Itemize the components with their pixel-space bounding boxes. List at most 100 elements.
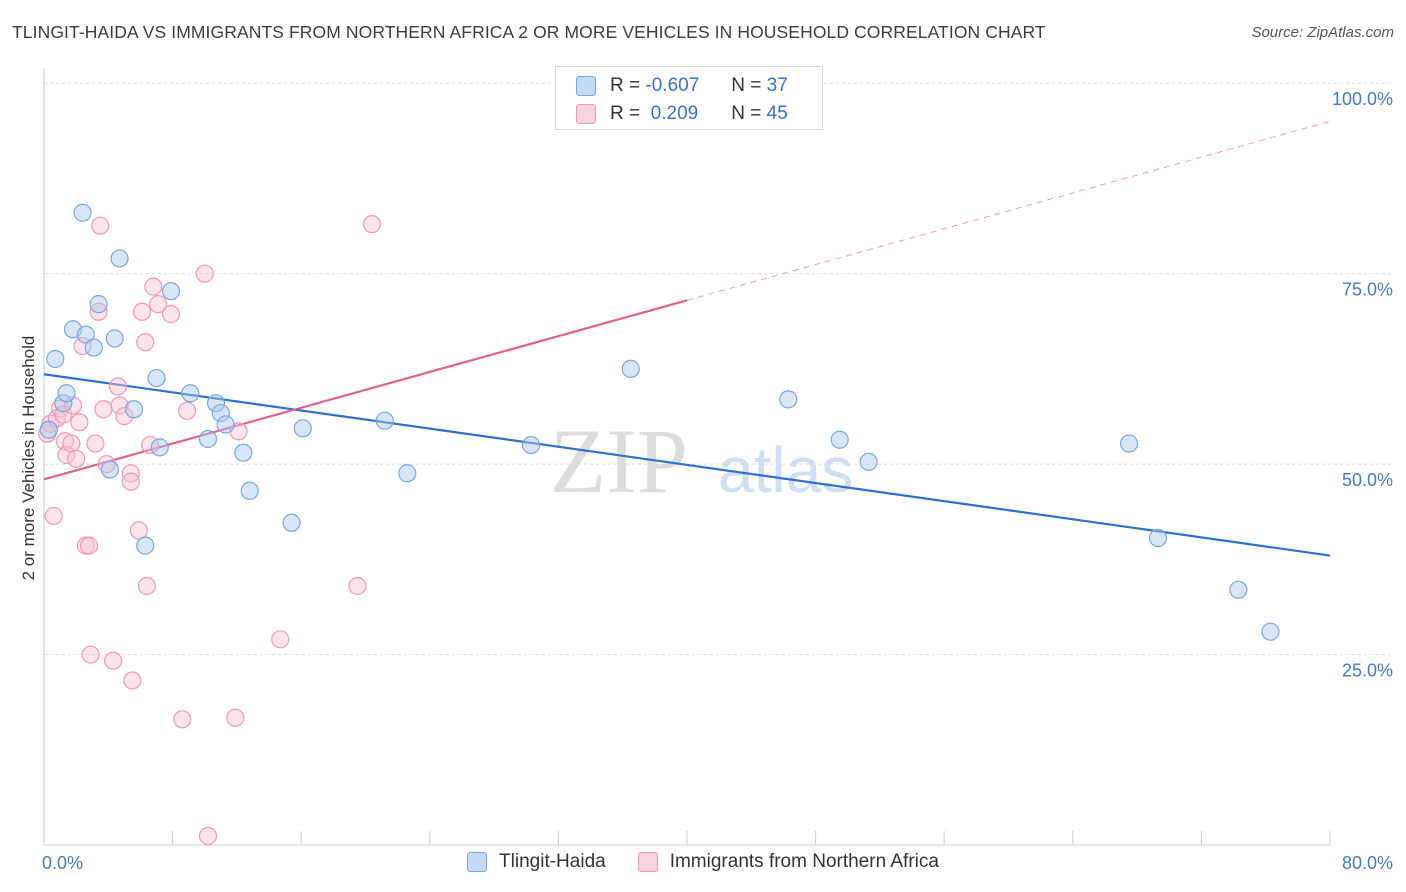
data-point	[84, 338, 103, 357]
data-point	[136, 333, 155, 352]
n-label: N =	[731, 103, 762, 124]
data-point	[150, 438, 169, 457]
data-point	[216, 415, 235, 434]
data-point	[54, 394, 73, 413]
legend-row-tlingit: R = -0.607 N = 37	[576, 73, 788, 99]
data-point	[282, 513, 301, 532]
legend-label: Immigrants from Northern Africa	[669, 851, 939, 872]
data-points	[38, 70, 1280, 845]
data-point	[121, 472, 140, 491]
y-tick-label: 25.0%	[1342, 661, 1393, 681]
data-point	[271, 630, 290, 649]
data-point	[89, 302, 108, 321]
data-point	[1119, 434, 1139, 453]
data-point	[81, 645, 100, 664]
data-point	[521, 435, 541, 455]
data-point	[94, 400, 113, 419]
data-point	[234, 443, 253, 462]
data-point	[198, 429, 218, 449]
y-tick-label: 75.0%	[1342, 280, 1393, 300]
legend-row-immigrants: R = 0.209 N = 45	[576, 101, 788, 127]
data-point	[136, 536, 155, 555]
watermark: ZIP atlas	[550, 410, 853, 512]
data-point	[147, 368, 166, 388]
tick-labels: 25.0% 50.0% 75.0% 100.0% 0.0% 80.0%	[42, 89, 1393, 873]
data-point	[104, 651, 123, 670]
data-point	[57, 445, 76, 465]
data-point	[137, 576, 156, 596]
data-point	[76, 325, 95, 344]
data-point	[57, 384, 76, 403]
data-point	[1148, 528, 1168, 548]
data-point	[132, 302, 152, 321]
data-point	[398, 464, 417, 483]
data-point	[779, 390, 798, 409]
y-axis-label: 2 or more Vehicles in Household	[19, 336, 38, 581]
r-value: 0.209	[645, 103, 699, 124]
legend-swatch-pink	[576, 104, 596, 124]
data-point	[89, 295, 108, 314]
data-point	[123, 671, 142, 690]
data-point	[161, 304, 181, 324]
data-point	[62, 434, 81, 453]
data-point	[226, 708, 245, 727]
n-value: 45	[766, 103, 788, 124]
n-value: 37	[766, 75, 788, 96]
data-point	[100, 460, 120, 479]
data-point	[859, 452, 878, 471]
x-tick-label: 0.0%	[42, 853, 83, 873]
axes	[43, 68, 1331, 846]
data-point	[195, 264, 214, 283]
data-point	[44, 506, 63, 526]
chart-title: TLINGIT-HAIDA VS IMMIGRANTS FROM NORTHER…	[12, 22, 1046, 42]
data-point	[144, 277, 163, 296]
data-point	[161, 282, 181, 301]
data-point	[70, 413, 89, 432]
data-point	[67, 449, 86, 468]
data-point	[206, 394, 226, 413]
data-point	[86, 434, 105, 453]
data-point	[181, 384, 200, 403]
data-point	[293, 419, 312, 438]
watermark-atlas: atlas	[718, 434, 853, 506]
x-tick-label: 80.0%	[1342, 853, 1393, 873]
series-legend: Tlingit-Haida Immigrants from Northern A…	[0, 851, 1406, 873]
data-point	[91, 216, 110, 235]
data-point	[830, 430, 849, 449]
legend-label: Tlingit-Haida	[499, 851, 606, 872]
n-label: N =	[731, 75, 762, 96]
r-value: -0.607	[645, 75, 700, 96]
data-point	[177, 401, 197, 420]
data-point	[46, 349, 65, 369]
data-point	[1261, 622, 1280, 641]
legend-item-tlingit: Tlingit-Haida	[467, 851, 606, 873]
data-point	[108, 377, 128, 396]
data-point	[621, 359, 640, 378]
legend-swatch-blue	[576, 76, 596, 96]
trend-line-0	[43, 373, 1331, 557]
legend-item-immigrants: Immigrants from Northern Africa	[637, 851, 939, 873]
legend-swatch-blue	[467, 852, 488, 872]
data-point	[79, 536, 99, 555]
y-tick-label: 100.0%	[1332, 89, 1393, 109]
data-point	[149, 295, 168, 314]
data-point	[73, 203, 92, 222]
data-point	[211, 403, 230, 423]
data-point	[115, 407, 134, 426]
data-point	[362, 215, 382, 234]
data-point	[39, 420, 58, 439]
data-point	[375, 411, 394, 430]
data-point	[97, 455, 116, 474]
data-point	[129, 521, 148, 540]
r-label: R =	[610, 75, 641, 96]
data-point	[105, 329, 124, 348]
data-point	[348, 576, 367, 596]
source-label: Source: ZipAtlas.com	[1251, 24, 1394, 41]
data-point	[1229, 580, 1248, 599]
data-point	[124, 400, 144, 419]
data-point	[173, 710, 192, 729]
legend-swatch-pink	[637, 852, 658, 872]
r-label: R =	[610, 103, 641, 124]
data-point	[198, 826, 218, 845]
